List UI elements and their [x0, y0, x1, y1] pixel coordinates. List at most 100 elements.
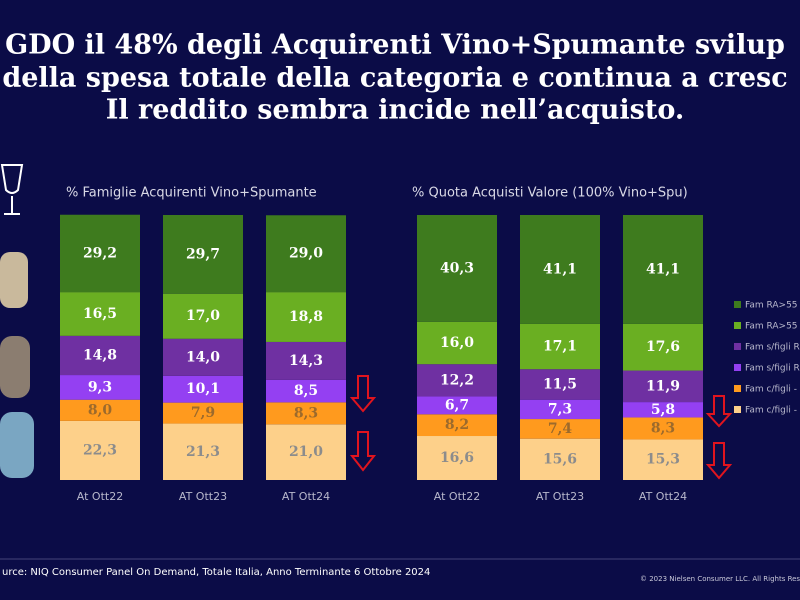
glass-icon	[0, 164, 24, 215]
bar-segment	[60, 375, 140, 400]
value-label: 18,8	[289, 309, 323, 325]
value-label: 11,9	[646, 378, 680, 394]
value-label: 6,7	[445, 397, 469, 413]
legend-label: Fam s/figli R	[745, 343, 800, 353]
legend-swatch	[734, 406, 741, 413]
x-tick-label: AT Ott24	[282, 490, 330, 503]
value-label: 15,3	[646, 452, 680, 468]
legend-swatch	[734, 301, 741, 308]
legend-swatch	[734, 343, 741, 350]
bar-segment	[60, 420, 140, 480]
value-label: 8,3	[651, 420, 675, 436]
bar-segment	[163, 338, 243, 376]
value-label: 7,4	[548, 421, 573, 437]
legend-swatch	[734, 364, 741, 371]
bar-segment	[266, 424, 346, 480]
value-label: 10,1	[186, 381, 220, 397]
value-label: 14,8	[83, 347, 117, 363]
bar-segment	[163, 293, 243, 339]
x-tick-label: AT Ott24	[639, 490, 687, 503]
bar-segment	[60, 292, 140, 336]
value-label: 41,1	[543, 261, 577, 277]
bar-segment	[417, 321, 497, 365]
value-label: 29,2	[83, 245, 117, 261]
legend-label: Fam s/figli R	[745, 364, 800, 374]
value-label: 7,9	[191, 405, 215, 421]
value-label: 11,5	[543, 376, 577, 392]
bar-segment	[266, 215, 346, 293]
bar-segment	[60, 399, 140, 421]
value-label: 12,2	[440, 372, 474, 388]
bar-segment	[417, 364, 497, 397]
photo	[0, 412, 34, 478]
x-tick-label: AT Ott23	[179, 490, 227, 503]
chart-title: % Famiglie Acquirenti Vino+Spumante	[66, 186, 317, 201]
bar-segment	[520, 438, 600, 480]
value-label: 7,3	[548, 401, 572, 417]
bar-segment	[520, 369, 600, 400]
value-label: 17,1	[543, 339, 577, 355]
legend-label: Fam c/figli -	[745, 406, 797, 416]
title-line: GDO il 48% degli Acquirenti Vino+Spumant…	[5, 30, 785, 61]
legend-label: Fam c/figli -	[745, 385, 797, 395]
title-line: Il reddito sembra incide nell’acquisto.	[106, 95, 685, 126]
value-label: 16,0	[440, 335, 474, 351]
legend-swatch	[734, 385, 741, 392]
value-label: 29,7	[186, 246, 220, 262]
value-label: 8,2	[445, 417, 469, 433]
value-label: 41,1	[646, 261, 680, 277]
bar-segment	[417, 396, 497, 415]
chart-title: % Quota Acquisti Valore (100% Vino+Spu)	[412, 186, 688, 201]
source: urce: NIQ Consumer Panel On Demand, Tota…	[2, 567, 430, 578]
bar-segment	[266, 402, 346, 425]
bar-segment	[623, 417, 703, 440]
bar-segment	[623, 402, 703, 418]
value-label: 8,3	[294, 405, 318, 421]
bar-segment	[163, 402, 243, 424]
value-label: 16,6	[440, 450, 474, 466]
bar-segment	[520, 215, 600, 324]
title-line: della spesa totale della categoria e con…	[2, 63, 787, 94]
value-label: 17,6	[646, 339, 680, 355]
bar-segment	[520, 399, 600, 420]
value-label: 21,3	[186, 444, 220, 460]
value-label: 21,0	[289, 444, 323, 460]
bar-segment	[163, 215, 243, 294]
bar-segment	[623, 323, 703, 371]
value-label: 22,3	[83, 442, 117, 458]
bar-segment	[623, 370, 703, 403]
bar-segment	[623, 215, 703, 324]
bar-segment	[60, 335, 140, 376]
bar-segment	[266, 292, 346, 342]
value-label: 9,3	[88, 379, 112, 395]
bar-segment	[417, 436, 497, 480]
value-label: 14,0	[186, 349, 220, 365]
copyright: © 2023 Nielsen Consumer LLC. All Rights …	[640, 575, 800, 583]
value-label: 5,8	[651, 402, 675, 418]
value-label: 14,3	[289, 353, 323, 369]
x-tick-label: At Ott22	[434, 490, 480, 503]
x-tick-label: AT Ott23	[536, 490, 584, 503]
bar-segment	[60, 214, 140, 293]
bar-segment	[163, 375, 243, 403]
arrow	[349, 375, 733, 480]
legend-swatch	[734, 322, 741, 329]
photo	[0, 252, 28, 308]
bar-segment	[520, 323, 600, 370]
value-label: 16,5	[83, 306, 117, 322]
photo	[0, 336, 30, 398]
value-label: 15,6	[543, 451, 577, 467]
legend-label: Fam RA>55	[745, 322, 798, 332]
value-label: 8,5	[294, 383, 318, 399]
bar-segment	[417, 414, 497, 437]
bar-segment	[266, 341, 346, 380]
value-label: 17,0	[186, 308, 220, 324]
value-label: 29,0	[289, 246, 323, 262]
value-label: 8,0	[88, 402, 113, 418]
legend-label: Fam RA>55	[745, 301, 798, 311]
bar-segment	[520, 419, 600, 439]
bar-segment	[163, 423, 243, 480]
value-label: 40,3	[440, 260, 474, 276]
bar-segment	[266, 379, 346, 403]
